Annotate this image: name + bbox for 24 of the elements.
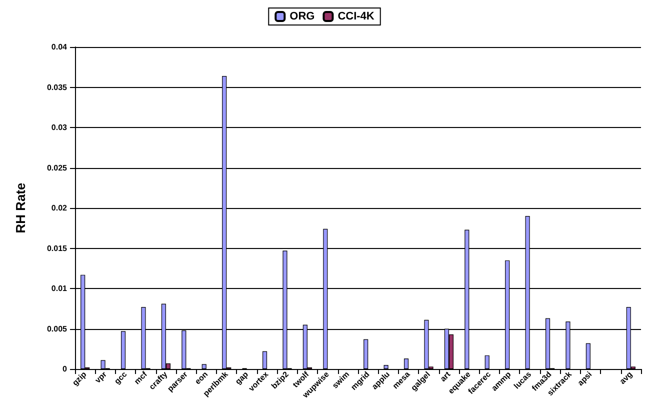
- bar: [262, 351, 268, 369]
- x-tick-label: art: [438, 370, 452, 384]
- x-tick-label: gcc: [112, 369, 130, 386]
- x-tick-label: vpr: [93, 370, 109, 385]
- x-tick-label: gap: [234, 370, 250, 386]
- y-axis-title: RH Rate: [13, 182, 28, 234]
- y-tick-label: 0.035: [46, 82, 68, 92]
- bar: [202, 364, 206, 369]
- y-tick-label: 0.02: [51, 204, 68, 212]
- bar: [364, 339, 368, 369]
- y-tick-label: 0.015: [46, 244, 68, 253]
- x-tick-label: avg: [618, 370, 634, 386]
- y-tick-label: 0.025: [46, 163, 68, 172]
- legend-label: CCI-4K: [338, 10, 374, 22]
- bar: [586, 343, 590, 369]
- y-tick-label: 0.01: [51, 284, 68, 293]
- bar: [484, 355, 490, 369]
- y-tick-label: 0.04: [51, 42, 68, 52]
- y-tick-label: 0.005: [46, 324, 68, 334]
- y-tick-label: 0.03: [51, 123, 68, 132]
- bar: [384, 364, 388, 369]
- y-tick-label: 0: [62, 364, 68, 374]
- legend-label: ORG: [290, 10, 315, 22]
- bar: [404, 358, 409, 369]
